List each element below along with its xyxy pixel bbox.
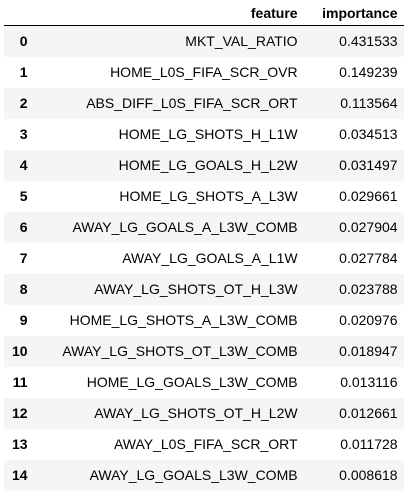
feature-cell: ABS_DIFF_L0S_FIFA_SCR_ORT [86, 95, 298, 111]
importance-cell: 0.013116 [340, 374, 398, 390]
feature-importance-table: feature importance 0 MKT_VAL_RATIO 0.43153… [4, 1, 404, 491]
row-index: 0 [19, 33, 28, 49]
importance-cell: 0.034513 [339, 126, 398, 142]
table-row: 5 HOME_LG_SHOTS_A_L3W 0.029661 [4, 181, 404, 212]
feature-cell: HOME_LG_SHOTS_H_L1W [118, 126, 298, 142]
feature-cell: AWAY_LG_GOALS_A_L3W_COMB [72, 219, 298, 235]
row-index: 12 [12, 405, 28, 421]
table-row: 6 AWAY_LG_GOALS_A_L3W_COMB 0.027904 [4, 212, 404, 243]
row-index: 14 [12, 467, 28, 483]
table-row: 9 HOME_LG_SHOTS_A_L3W_COMB 0.020976 [4, 305, 404, 336]
row-index: 1 [19, 64, 28, 80]
table-row: 7 AWAY_LG_GOALS_A_L1W 0.027784 [4, 243, 404, 274]
importance-cell: 0.020976 [339, 312, 398, 328]
feature-cell: AWAY_LG_GOALS_A_L1W [122, 250, 298, 266]
importance-cell: 0.431533 [339, 33, 398, 49]
feature-cell: HOME_LG_SHOTS_A_L3W_COMB [69, 312, 298, 328]
table-row: 14 AWAY_LG_GOALS_L3W_COMB 0.008618 [4, 460, 404, 491]
table-row: 3 HOME_LG_SHOTS_H_L1W 0.034513 [4, 119, 404, 150]
row-index: 13 [12, 436, 28, 452]
table-row: 11 HOME_LG_GOALS_L3W_COMB 0.013116 [4, 367, 404, 398]
table-row: 13 AWAY_L0S_FIFA_SCR_ORT 0.011728 [4, 429, 404, 460]
importance-cell: 0.008618 [339, 467, 398, 483]
table-row: 12 AWAY_LG_SHOTS_OT_H_L2W 0.012661 [4, 398, 404, 429]
table-row: 4 HOME_LG_GOALS_H_L2W 0.031497 [4, 150, 404, 181]
row-index: 2 [19, 95, 28, 111]
row-index: 6 [19, 219, 28, 235]
importance-cell: 0.029661 [339, 188, 398, 204]
feature-cell: AWAY_LG_SHOTS_OT_L3W_COMB [62, 343, 298, 359]
header-row: feature importance [4, 1, 404, 26]
row-index: 11 [12, 374, 28, 390]
feature-cell: AWAY_LG_GOALS_L3W_COMB [89, 467, 298, 483]
feature-cell: AWAY_LG_SHOTS_OT_H_L2W [94, 405, 298, 421]
row-index: 10 [12, 343, 28, 359]
table-row: 8 AWAY_LG_SHOTS_OT_H_L3W 0.023788 [4, 274, 404, 305]
table-row: 0 MKT_VAL_RATIO 0.431533 [4, 25, 404, 57]
importance-cell: 0.027904 [339, 219, 398, 235]
importance-cell: 0.011728 [340, 436, 398, 452]
table-row: 1 HOME_L0S_FIFA_SCR_OVR 0.149239 [4, 57, 404, 88]
row-index: 5 [19, 188, 28, 204]
row-index: 4 [19, 157, 28, 173]
row-index: 7 [19, 250, 28, 266]
feature-cell: AWAY_L0S_FIFA_SCR_ORT [113, 436, 298, 452]
row-index: 3 [19, 126, 28, 142]
feature-cell: HOME_LG_SHOTS_A_L3W [119, 188, 298, 204]
column-header-feature: feature [41, 1, 304, 26]
table-row: 10 AWAY_LG_SHOTS_OT_L3W_COMB 0.018947 [4, 336, 404, 367]
importance-cell: 0.018947 [339, 343, 398, 359]
feature-cell: AWAY_LG_SHOTS_OT_H_L3W [94, 281, 298, 297]
dataframe-output: feature importance 0 MKT_VAL_RATIO 0.43153… [4, 1, 404, 491]
importance-cell: 0.027784 [339, 250, 398, 266]
feature-cell: HOME_L0S_FIFA_SCR_OVR [110, 64, 298, 80]
importance-cell: 0.023788 [339, 281, 398, 297]
table-body: 0 MKT_VAL_RATIO 0.431533 1 HOME_L0S_FIFA_SCR… [4, 25, 404, 491]
importance-cell: 0.012661 [339, 405, 398, 421]
row-index: 9 [19, 312, 28, 328]
feature-cell: MKT_VAL_RATIO [185, 33, 298, 49]
table-row: 2 ABS_DIFF_L0S_FIFA_SCR_ORT 0.113564 [4, 88, 404, 119]
row-index: 8 [19, 281, 28, 297]
importance-cell: 0.149239 [339, 64, 398, 80]
table-header: feature importance [4, 1, 404, 26]
importance-cell: 0.031497 [339, 157, 398, 173]
feature-cell: HOME_LG_GOALS_H_L2W [118, 157, 298, 173]
feature-cell: HOME_LG_GOALS_L3W_COMB [86, 374, 298, 390]
index-header [4, 1, 42, 26]
importance-cell: 0.113564 [340, 95, 398, 111]
column-header-importance: importance [303, 1, 404, 26]
